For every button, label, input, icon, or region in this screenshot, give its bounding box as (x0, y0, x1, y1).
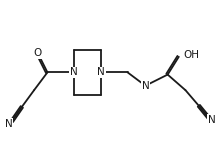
Text: OH: OH (183, 50, 199, 60)
Text: N: N (5, 119, 12, 129)
Text: N: N (70, 67, 78, 77)
Text: N: N (142, 81, 149, 91)
Text: N: N (97, 67, 105, 77)
Text: O: O (33, 48, 41, 58)
Text: N: N (208, 115, 216, 125)
